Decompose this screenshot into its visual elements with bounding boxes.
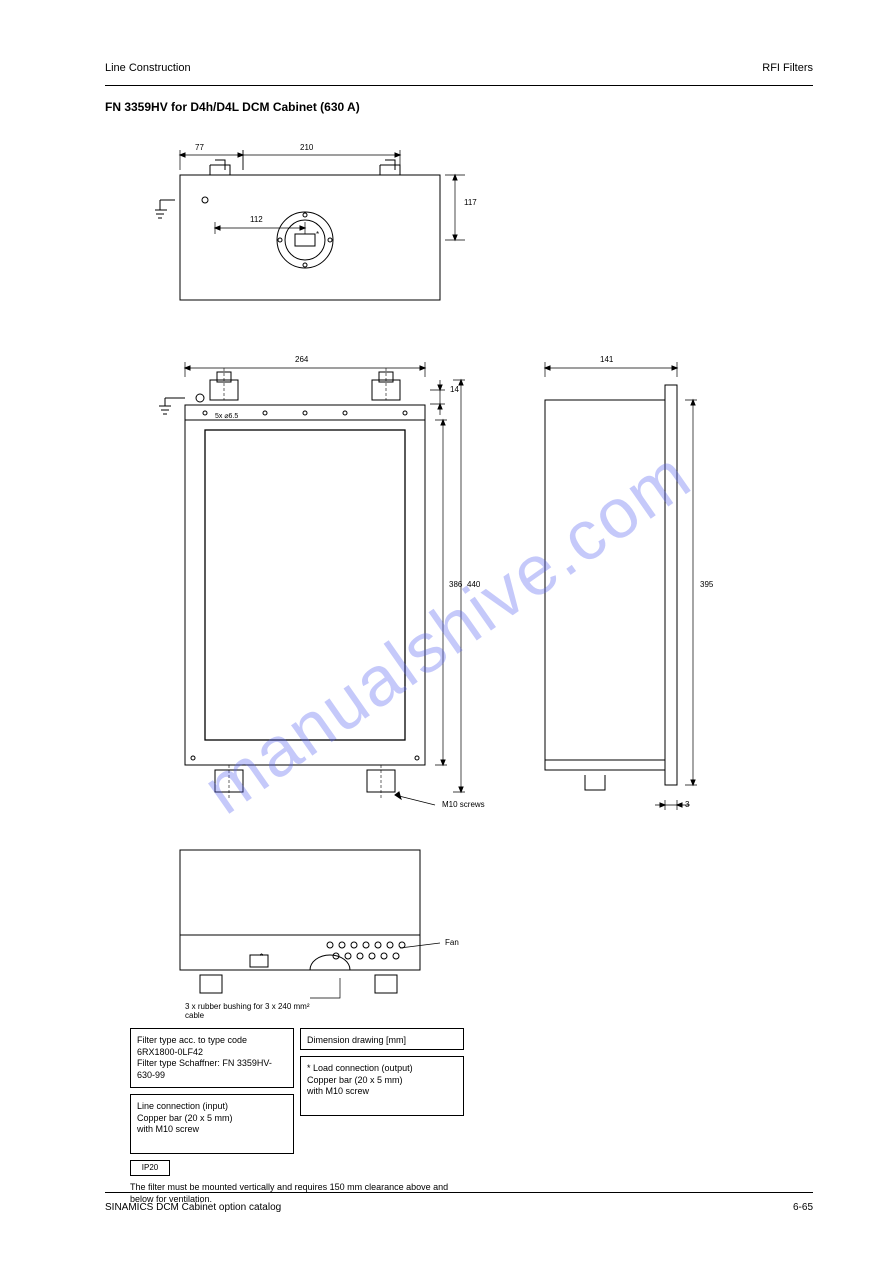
top-dim-c: 117 (464, 198, 477, 207)
top-dim-b: 210 (300, 143, 313, 152)
top-star: * (316, 230, 319, 239)
footer-right: 6-65 (793, 1202, 813, 1213)
box3-l3: with M10 screw (307, 1086, 457, 1098)
header-right: RFI Filters (762, 62, 813, 74)
info-box-line-conn: Line connection (input) Copper bar (20 x… (130, 1094, 294, 1154)
footer-rule (105, 1192, 813, 1193)
bottom-star: * (260, 952, 263, 961)
info-box-dim-title: Dimension drawing [mm] (300, 1028, 464, 1050)
bottom-bushing-note: 3 x rubber bushing for 3 x 240 mm² cable (185, 1002, 315, 1020)
box3-l2: Copper bar (20 x 5 mm) (307, 1075, 457, 1087)
header-left: Line Construction (105, 62, 191, 74)
side-dim-depth: 141 (600, 355, 613, 364)
box3-l1: * Load connection (output) (307, 1063, 457, 1075)
info-box-load-conn: * Load connection (output) Copper bar (2… (300, 1056, 464, 1116)
footer-left: SINAMICS DCM Cabinet option catalog (105, 1202, 281, 1213)
chip-text: IP20 (142, 1163, 158, 1172)
section-title: FN 3359HV for D4h/D4L DCM Cabinet (630 A… (105, 100, 360, 114)
bottom-view-drawing (170, 840, 460, 1010)
front-dim-outer: 440 (467, 580, 480, 589)
box2-text: Dimension drawing [mm] (307, 1035, 457, 1047)
top-view-drawing (155, 140, 475, 315)
front-dim-inner: 386 (449, 580, 462, 589)
info-box-filter-type: Filter type acc. to type code 6RX1800-0L… (130, 1028, 294, 1088)
bottom-fan-note: Fan (445, 938, 459, 947)
front-view-drawing (155, 350, 475, 820)
box1-l2: 6RX1800-0LF42 (137, 1047, 287, 1059)
ip-rating-chip: IP20 (130, 1160, 170, 1176)
front-foot-note: M10 screws (442, 800, 485, 809)
front-dim-tab: 14 (450, 385, 459, 394)
top-dim-d: 112 (250, 215, 263, 224)
top-dim-a: 77 (195, 143, 204, 152)
side-dim-height: 395 (700, 580, 713, 589)
side-dim-back: 3 (685, 800, 689, 809)
box4-l2: Copper bar (20 x 5 mm) (137, 1113, 287, 1125)
box1-l3: Filter type Schaffner: FN 3359HV- (137, 1058, 287, 1070)
page: Line Construction RFI Filters FN 3359HV … (0, 0, 893, 1263)
front-dim-width: 264 (295, 355, 308, 364)
header-rule (105, 85, 813, 86)
box1-l4: 630-99 (137, 1070, 287, 1082)
box4-l1: Line connection (input) (137, 1101, 287, 1113)
box4-l3: with M10 screw (137, 1124, 287, 1136)
front-hole-note: 5x ⌀6.5 (215, 412, 238, 420)
box1-l1: Filter type acc. to type code (137, 1035, 287, 1047)
